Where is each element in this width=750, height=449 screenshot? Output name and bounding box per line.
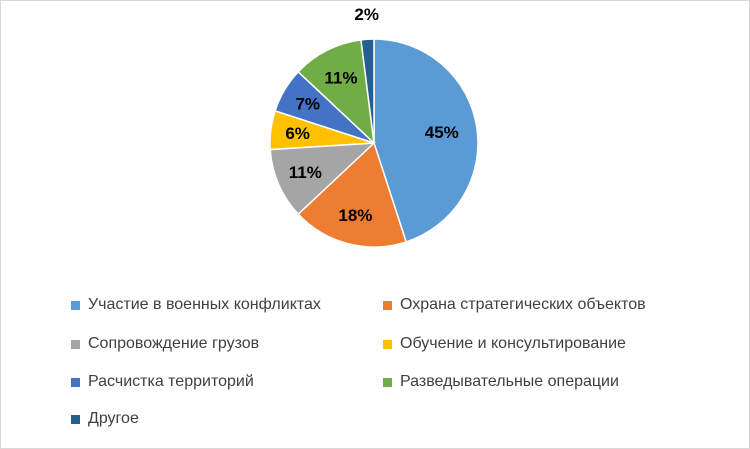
data-label: 18%	[338, 206, 372, 225]
data-label: 7%	[295, 94, 320, 113]
pie-slice	[373, 38, 479, 243]
pie-slice	[297, 38, 376, 145]
pie-slice	[360, 38, 375, 144]
data-label: 11%	[324, 69, 357, 88]
data-label: 45%	[425, 123, 459, 142]
data-label: 11%	[289, 163, 322, 182]
data-label: 2%	[354, 5, 379, 24]
pie-slice	[269, 142, 377, 216]
data-label: 6%	[285, 124, 310, 143]
pie-slice	[297, 141, 408, 248]
